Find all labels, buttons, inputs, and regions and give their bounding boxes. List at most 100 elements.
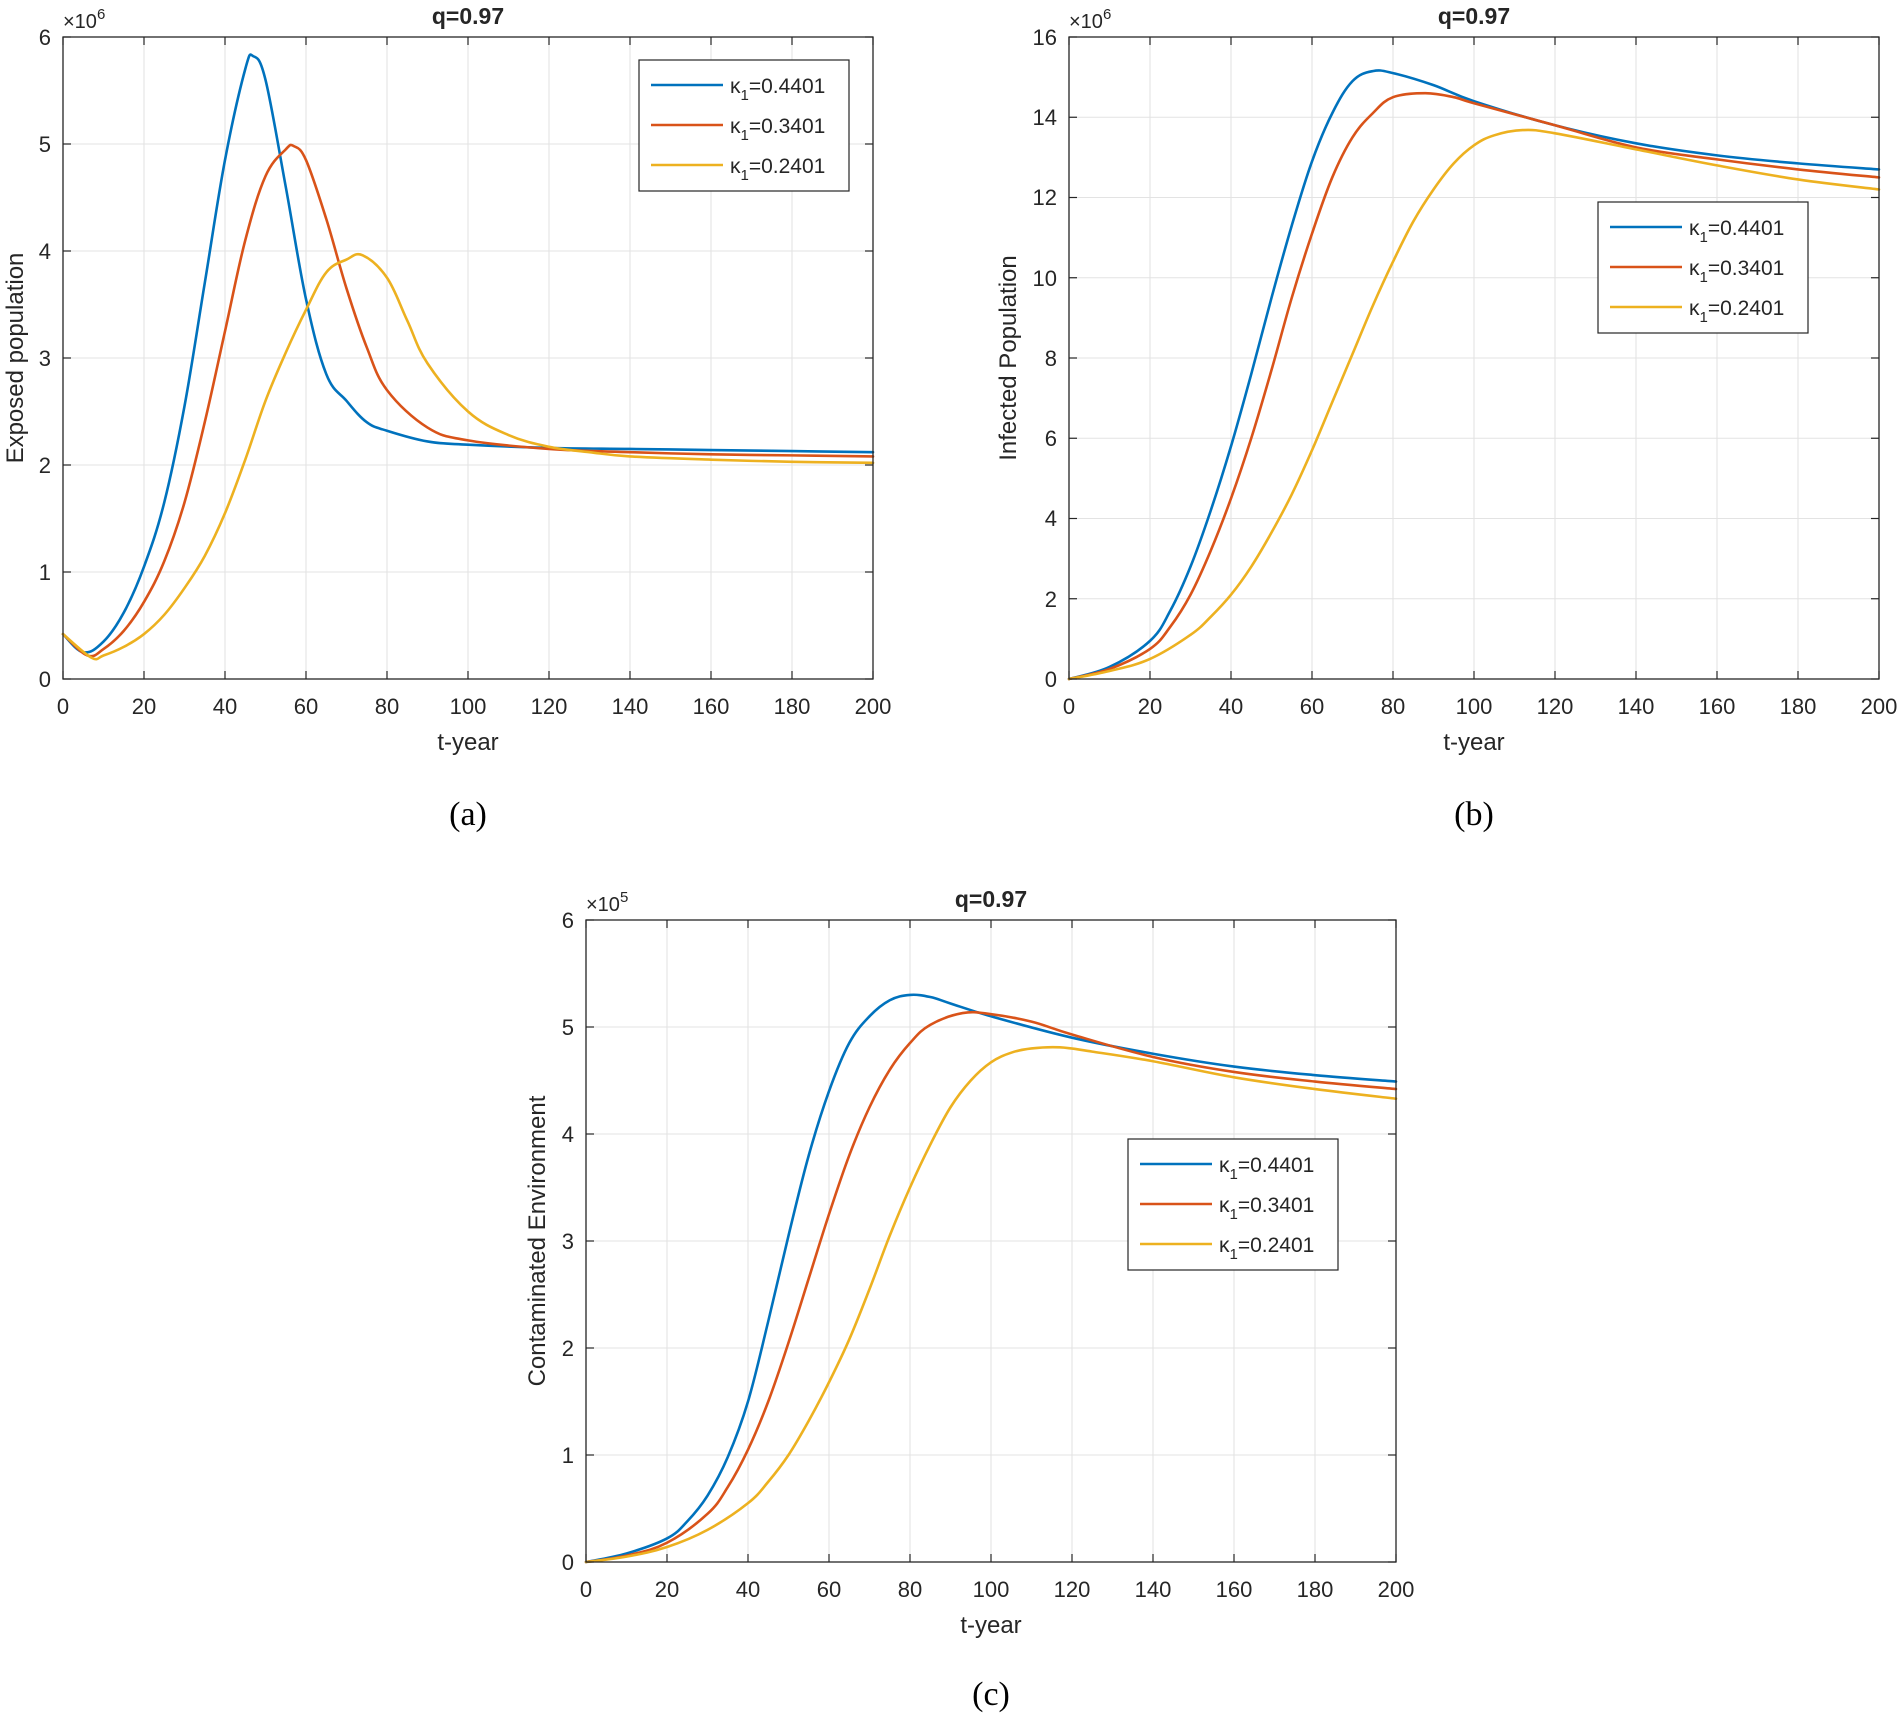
panel-c-xtick-label: 100 xyxy=(973,1577,1010,1602)
panel-b-series xyxy=(1067,69,1881,681)
panel-a-xtick-label: 140 xyxy=(612,694,649,719)
panel-b-xtick-label: 20 xyxy=(1138,694,1162,719)
panel-c-ytick-label: 5 xyxy=(562,1015,574,1040)
panel-c-xtick-label: 140 xyxy=(1135,1577,1172,1602)
panel-a-y-exponent: 6 xyxy=(97,6,105,23)
panel-b-ytick-label: 4 xyxy=(1045,506,1057,531)
panel-c-xtick-label: 120 xyxy=(1054,1577,1091,1602)
panel-b-ytick-label: 16 xyxy=(1033,25,1057,50)
panel-a-xtick-label: 0 xyxy=(57,694,69,719)
panel-b-ticks xyxy=(1068,36,1880,680)
panel-b-series-line-1 xyxy=(1067,69,1881,681)
panel-a-ytick-label: 4 xyxy=(39,239,51,264)
panel-a-ytick-label: 2 xyxy=(39,453,51,478)
panel-a-legend: κ1=0.4401 κ1=0.3401 κ1=0.2401 xyxy=(638,59,850,192)
panel-a-y-multiplier: ×106 xyxy=(63,6,105,33)
panel-c-title: q=0.97 xyxy=(955,886,1027,912)
panel-c-xtick-label: 20 xyxy=(655,1577,679,1602)
panel-c-ytick-label: 1 xyxy=(562,1443,574,1468)
panel-c-y-exponent: 5 xyxy=(620,889,628,906)
panel-b-series-line-3 xyxy=(1067,128,1881,681)
panel-a-ytick-label: 3 xyxy=(39,346,51,371)
panel-a-xtick-label: 100 xyxy=(450,694,487,719)
panel-a-title: q=0.97 xyxy=(432,3,504,29)
panel-b-y-multiplier: ×106 xyxy=(1069,6,1111,33)
panel-c-xtick-label: 180 xyxy=(1297,1577,1334,1602)
panel-a-ylabel: Exposed population xyxy=(2,253,29,464)
panel-b-ytick-label: 2 xyxy=(1045,587,1057,612)
panel-a-xtick-label: 20 xyxy=(132,694,156,719)
panel-c-legend-entry-1: κ1=0.4401 xyxy=(1219,1154,1314,1183)
panel-c-series xyxy=(584,993,1398,1564)
panel-c-legend-entry-2: κ1=0.3401 xyxy=(1219,1194,1314,1223)
panel-a-ytick-label: 0 xyxy=(39,667,51,692)
panel-c-xtick-label: 60 xyxy=(817,1577,841,1602)
panel-b-ytick-label: 6 xyxy=(1045,426,1057,451)
panel-a-xtick-label: 180 xyxy=(774,694,811,719)
panel-b-xlabel: t-year xyxy=(1443,729,1504,756)
panel-a-xtick-label: 80 xyxy=(375,694,399,719)
panel-a-xtick-label: 160 xyxy=(693,694,730,719)
panel-c-series-line-1 xyxy=(584,993,1398,1564)
panel-c-legend: κ1=0.4401 κ1=0.3401 κ1=0.2401 xyxy=(1127,1138,1339,1271)
panel-a-legend-entry-1: κ1=0.4401 xyxy=(730,75,825,104)
panel-a-legend-entry-3: κ1=0.2401 xyxy=(730,155,825,184)
panel-a-ytick-label: 6 xyxy=(39,25,51,50)
panel-a-series-line-3 xyxy=(61,252,875,661)
panel-b-ylabel: Infected Population xyxy=(995,255,1022,461)
panel-c-y-multiplier: ×105 xyxy=(586,889,628,916)
panel-c-xtick-label: 0 xyxy=(580,1577,592,1602)
panel-c-series-line-3 xyxy=(584,1045,1398,1564)
panel-b-xtick-label: 180 xyxy=(1780,694,1817,719)
panel-b-xtick-label: 100 xyxy=(1456,694,1493,719)
panel-b-xtick-label: 0 xyxy=(1063,694,1075,719)
panel-c-legend-entry-3: κ1=0.2401 xyxy=(1219,1234,1314,1263)
panel-a-xlabel: t-year xyxy=(437,729,498,756)
panel-b-xtick-label: 120 xyxy=(1537,694,1574,719)
panel-b-y-exponent: 6 xyxy=(1103,6,1111,23)
panel-b-xtick-label: 40 xyxy=(1219,694,1243,719)
panel-a-label: (a) xyxy=(449,796,487,833)
panel-a-ticks xyxy=(62,36,874,680)
panel-c-series-line-2 xyxy=(584,1010,1398,1564)
panel-b-legend-entry-1: κ1=0.4401 xyxy=(1689,217,1784,246)
panel-c-xtick-label: 80 xyxy=(898,1577,922,1602)
panel-a-xtick-label: 40 xyxy=(213,694,237,719)
panel-b-ytick-label: 12 xyxy=(1033,185,1057,210)
panel-b-title: q=0.97 xyxy=(1438,3,1510,29)
panel-b-xtick-label: 200 xyxy=(1861,694,1898,719)
panel-c-ytick-label: 4 xyxy=(562,1122,574,1147)
panel-b-ytick-label: 0 xyxy=(1045,667,1057,692)
panel-c-ytick-label: 3 xyxy=(562,1229,574,1254)
panel-c-ytick-label: 0 xyxy=(562,1550,574,1575)
panel-b-ytick-label: 10 xyxy=(1033,266,1057,291)
panel-b: 0 20 40 60 80 100 120 140 160 180 200 0 … xyxy=(995,3,1897,833)
panel-b-ytick-label: 14 xyxy=(1033,105,1057,130)
panel-c-ytick-label: 2 xyxy=(562,1336,574,1361)
panel-a-xtick-label: 200 xyxy=(855,694,892,719)
panel-c: 0 20 40 60 80 100 120 140 160 180 200 0 … xyxy=(524,886,1414,1713)
panel-a-series xyxy=(61,53,875,661)
panel-c-label: (c) xyxy=(972,1676,1010,1713)
panel-b-series-line-2 xyxy=(1067,91,1881,681)
panel-b-xtick-label: 140 xyxy=(1618,694,1655,719)
panel-b-xtick-label: 60 xyxy=(1300,694,1324,719)
panel-c-xtick-label: 200 xyxy=(1378,1577,1415,1602)
panel-b-xtick-label: 160 xyxy=(1699,694,1736,719)
panel-b-label: (b) xyxy=(1454,796,1494,833)
panel-a-xtick-label: 120 xyxy=(531,694,568,719)
panel-c-xtick-label: 160 xyxy=(1216,1577,1253,1602)
panel-c-ytick-label: 6 xyxy=(562,908,574,933)
panel-b-legend: κ1=0.4401 κ1=0.3401 κ1=0.2401 xyxy=(1597,201,1809,334)
panel-b-ytick-label: 8 xyxy=(1045,346,1057,371)
panel-c-ticks xyxy=(585,919,1397,1563)
panel-a-ytick-label: 5 xyxy=(39,132,51,157)
panel-c-xlabel: t-year xyxy=(960,1612,1021,1639)
panel-a-ytick-label: 1 xyxy=(39,560,51,585)
panel-b-legend-entry-2: κ1=0.3401 xyxy=(1689,257,1784,286)
panel-a-legend-entry-2: κ1=0.3401 xyxy=(730,115,825,144)
panel-c-ylabel: Contaminated Environment xyxy=(524,1095,551,1386)
panel-a: 0 20 40 60 80 100 120 140 160 180 200 0 … xyxy=(2,3,891,833)
panel-b-xtick-label: 80 xyxy=(1381,694,1405,719)
